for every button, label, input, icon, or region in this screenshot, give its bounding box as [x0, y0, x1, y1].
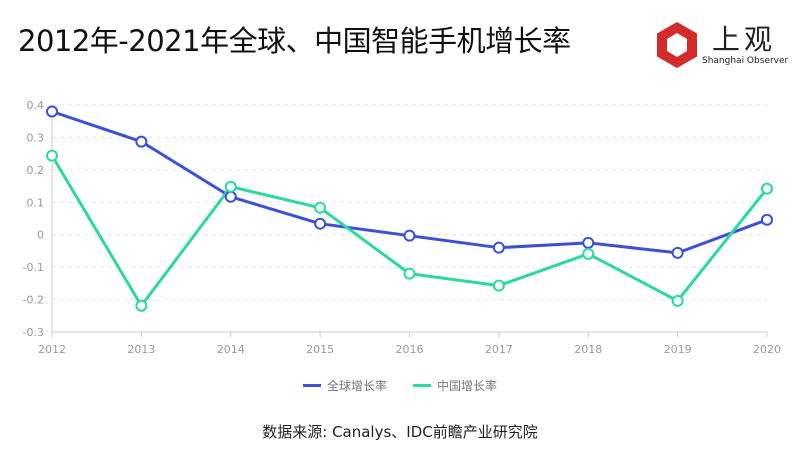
x-tick-label: 2020 — [753, 343, 781, 356]
y-tick-label: 0.4 — [27, 99, 45, 112]
logo-hexagon-icon — [657, 22, 697, 68]
data-point-0 — [135, 135, 148, 148]
logo-cn: 上观 — [712, 23, 777, 56]
data-point-1 — [135, 299, 148, 312]
y-tick-label: 0 — [37, 229, 44, 242]
data-point-1 — [224, 180, 237, 193]
y-tick-label: 0.3 — [27, 131, 45, 144]
data-point-1 — [761, 182, 773, 195]
data-point-1 — [671, 294, 684, 307]
x-tick-label: 2017 — [485, 343, 513, 356]
y-tick-label: -0.2 — [23, 294, 44, 307]
data-point-1 — [46, 149, 58, 162]
x-tick-label: 2019 — [664, 343, 692, 356]
y-tick-label: 0.1 — [27, 196, 45, 209]
y-tick-label: 0.2 — [27, 164, 45, 177]
data-point-1 — [492, 279, 505, 292]
logo: 上观 Shanghai Observer — [652, 18, 792, 73]
data-point-1 — [582, 247, 595, 260]
legend-swatch-china — [413, 384, 431, 387]
data-point-0 — [582, 236, 595, 249]
data-point-0 — [224, 190, 237, 203]
chart-title: 2012年-2021年全球、中国智能手机增长率 — [18, 24, 571, 58]
x-tick-label: 2016 — [396, 343, 424, 356]
data-point-0 — [403, 229, 416, 242]
source-note: 数据来源: Canalys、IDC前瞻产业研究院 — [262, 423, 538, 441]
x-tick-label: 2012 — [38, 343, 66, 356]
data-point-1 — [403, 267, 416, 280]
data-point-0 — [761, 213, 773, 226]
data-point-0 — [46, 105, 58, 118]
logo-en: Shanghai Observer — [702, 56, 789, 66]
x-tick-label: 2018 — [574, 343, 602, 356]
legend: 全球增长率 中国增长率 — [0, 377, 800, 394]
data-point-1 — [314, 201, 327, 214]
legend-item-global[interactable]: 全球增长率 — [302, 377, 387, 394]
data-point-0 — [671, 246, 684, 259]
x-tick-label: 2014 — [217, 343, 245, 356]
x-tick-label: 2013 — [127, 343, 155, 356]
x-tick-label: 2015 — [306, 343, 334, 356]
y-tick-label: -0.3 — [23, 326, 44, 339]
legend-swatch-global — [302, 384, 321, 387]
legend-label-china: 中国增长率 — [437, 379, 498, 393]
legend-item-china[interactable]: 中国增长率 — [413, 377, 497, 394]
legend-label-global: 全球增长率 — [326, 379, 387, 393]
data-point-0 — [314, 217, 327, 230]
y-tick-label: -0.1 — [23, 261, 44, 274]
data-point-0 — [492, 241, 505, 254]
